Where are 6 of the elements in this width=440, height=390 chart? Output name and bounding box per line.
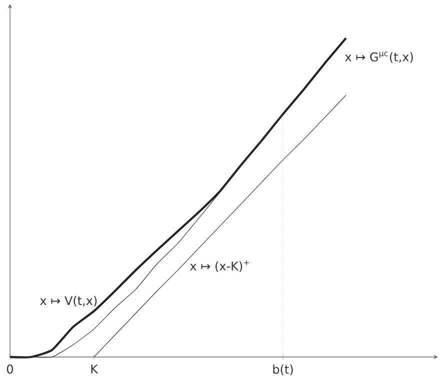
x-tick-label: b(t) bbox=[273, 364, 293, 376]
annotation: x ↦ V(t,x) bbox=[40, 296, 97, 307]
x-tick-label: K bbox=[91, 364, 98, 374]
annotation: x ↦ G$^{μc}$(t,x) bbox=[345, 52, 413, 63]
x-tick-label: 0 bbox=[6, 364, 14, 374]
annotation: x ↦ (x-K)$^{+}$ bbox=[190, 260, 249, 272]
